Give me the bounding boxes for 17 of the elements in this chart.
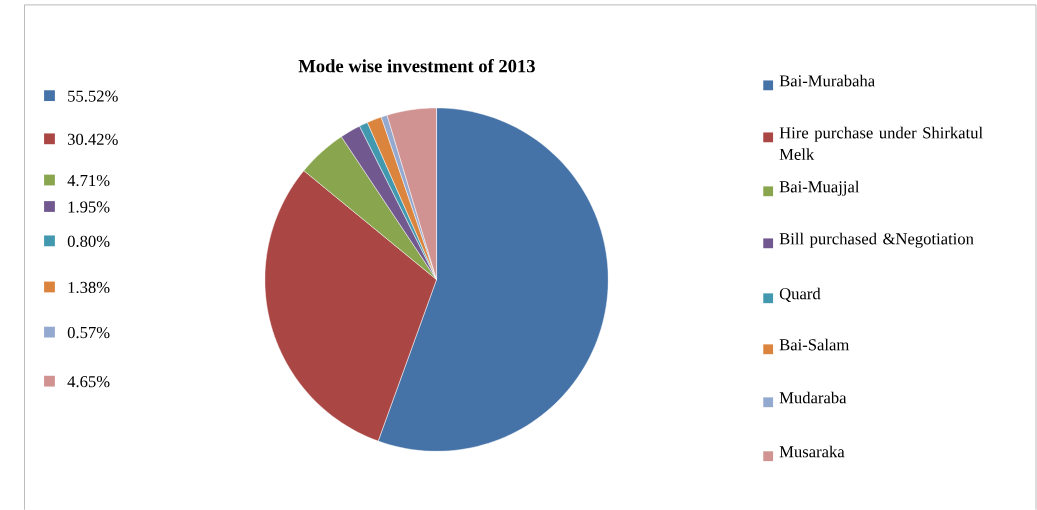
text: 55.52% [68, 90, 118, 102]
text: 4.65% [67, 375, 110, 388]
chart-title: Mode wise investment of 2013 [298, 59, 535, 73]
legend-label: Bai-Muajjal [779, 180, 860, 196]
text: 30.42% [67, 133, 118, 145]
legend-label: Bai-Salam [779, 338, 850, 351]
text: 0.57% [67, 326, 110, 339]
legend-label: Quard [779, 287, 821, 302]
legend-label: Bai-Murabaha [779, 74, 875, 87]
legend-label: Hire purchase under Shirkatul Melk [779, 126, 983, 160]
text: 0.80% [67, 235, 110, 247]
text: 1.95% [68, 201, 110, 213]
text: 4.71% [67, 174, 110, 187]
text: 1.38% [68, 281, 110, 294]
legend-label: Bill purchased &Negotiation [779, 232, 974, 248]
legend-label: Mudaraba [779, 391, 847, 404]
legend-label: Musaraka [779, 445, 845, 458]
